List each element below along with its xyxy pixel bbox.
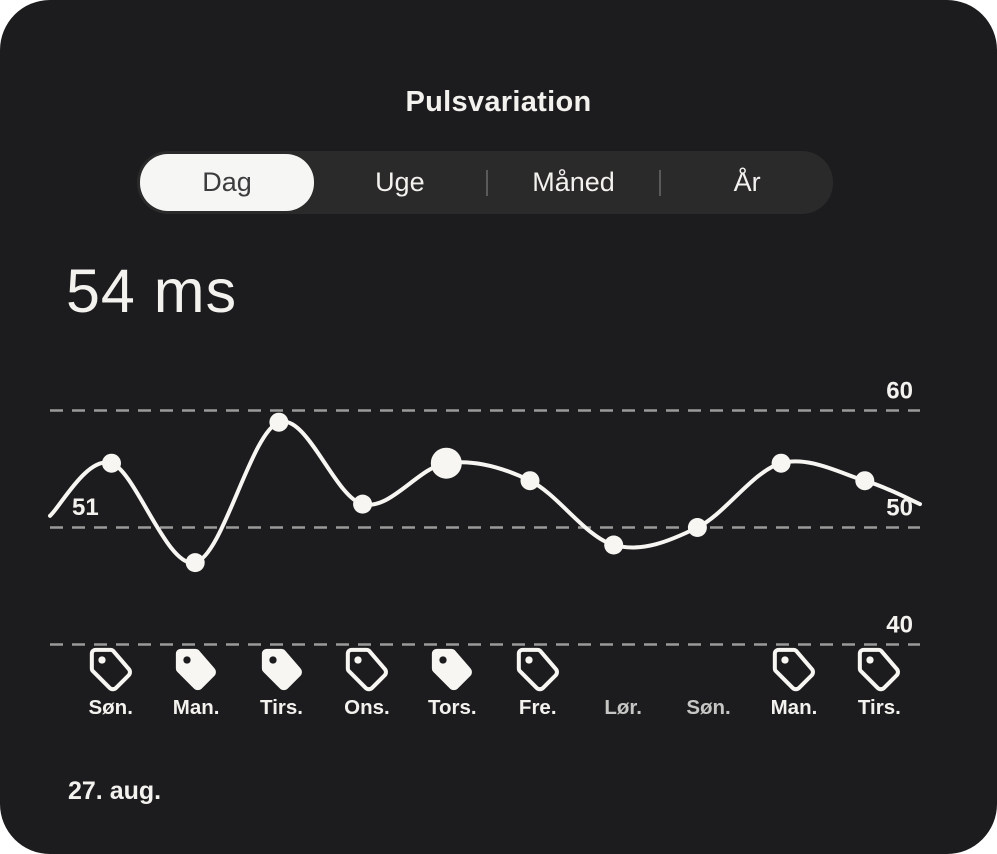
page-title: Pulsvariation (405, 86, 592, 118)
day-label: Tirs. (260, 696, 303, 719)
day-column-4[interactable]: Ons. (324, 645, 409, 737)
day-column-7[interactable]: Lør. (580, 645, 665, 737)
y-axis-label-50: 50 (886, 495, 913, 522)
no-tag-spacer (686, 645, 732, 693)
tab-aar[interactable]: År (661, 154, 833, 211)
day-label: Søn. (88, 696, 133, 719)
tab-uge[interactable]: Uge (314, 154, 486, 211)
tab-divider (485, 169, 488, 196)
data-point[interactable] (520, 471, 540, 491)
tag-icon (344, 645, 390, 693)
data-point[interactable] (771, 453, 791, 473)
day-column-1[interactable]: Søn. (68, 645, 153, 737)
data-point[interactable] (102, 453, 121, 473)
selected-data-point[interactable] (430, 447, 462, 479)
start-value-label: 51 (72, 494, 99, 521)
y-axis-label-60: 60 (886, 378, 913, 405)
day-label: Lør. (604, 696, 642, 719)
tag-icon (771, 645, 817, 693)
day-label: Ons. (344, 696, 390, 719)
day-label: Man. (770, 696, 818, 719)
tag-icon (856, 645, 902, 693)
tag-icon (88, 645, 134, 693)
tab-maaned[interactable]: Måned (488, 154, 660, 211)
day-column-8[interactable]: Søn. (666, 645, 751, 737)
day-column-9[interactable]: Man. (751, 645, 836, 737)
day-column-10[interactable]: Tirs. (837, 645, 922, 737)
hrv-trend-line (48, 419, 922, 565)
day-label: Fre. (518, 696, 557, 719)
data-point[interactable] (687, 518, 707, 537)
day-column-2[interactable]: Man. (153, 645, 238, 737)
data-point[interactable] (855, 471, 875, 491)
tag-icon (429, 645, 475, 693)
tag-icon (173, 645, 219, 693)
time-range-tabs: Dag Uge Måned År (137, 151, 833, 214)
no-tag-spacer (600, 645, 646, 693)
hrv-line-chart[interactable]: 60 50 40 51 (0, 360, 997, 660)
data-point[interactable] (353, 494, 373, 514)
date-label: 27. aug. (68, 777, 162, 805)
day-label: Tors. (428, 696, 477, 719)
tab-dag[interactable]: Dag (140, 154, 314, 211)
y-axis-label-40: 40 (886, 612, 913, 639)
tag-icon (515, 645, 561, 693)
day-column-3[interactable]: Tirs. (239, 645, 324, 737)
data-point[interactable] (269, 412, 289, 432)
data-point[interactable] (604, 535, 624, 555)
day-label: Tirs. (857, 696, 901, 719)
day-column-5[interactable]: Tors. (410, 645, 495, 737)
day-axis: Søn. Man. Tirs. Ons. Tors. Fre. Lør. Søn. Man. Ti… (68, 645, 922, 737)
tag-icon (259, 645, 305, 693)
hrv-value: 54 ms (66, 257, 238, 325)
tab-divider (659, 169, 662, 196)
day-column-6[interactable]: Fre. (495, 645, 580, 737)
data-point[interactable] (185, 553, 205, 573)
day-label: Man. (172, 696, 220, 719)
day-label: Søn. (686, 696, 731, 719)
